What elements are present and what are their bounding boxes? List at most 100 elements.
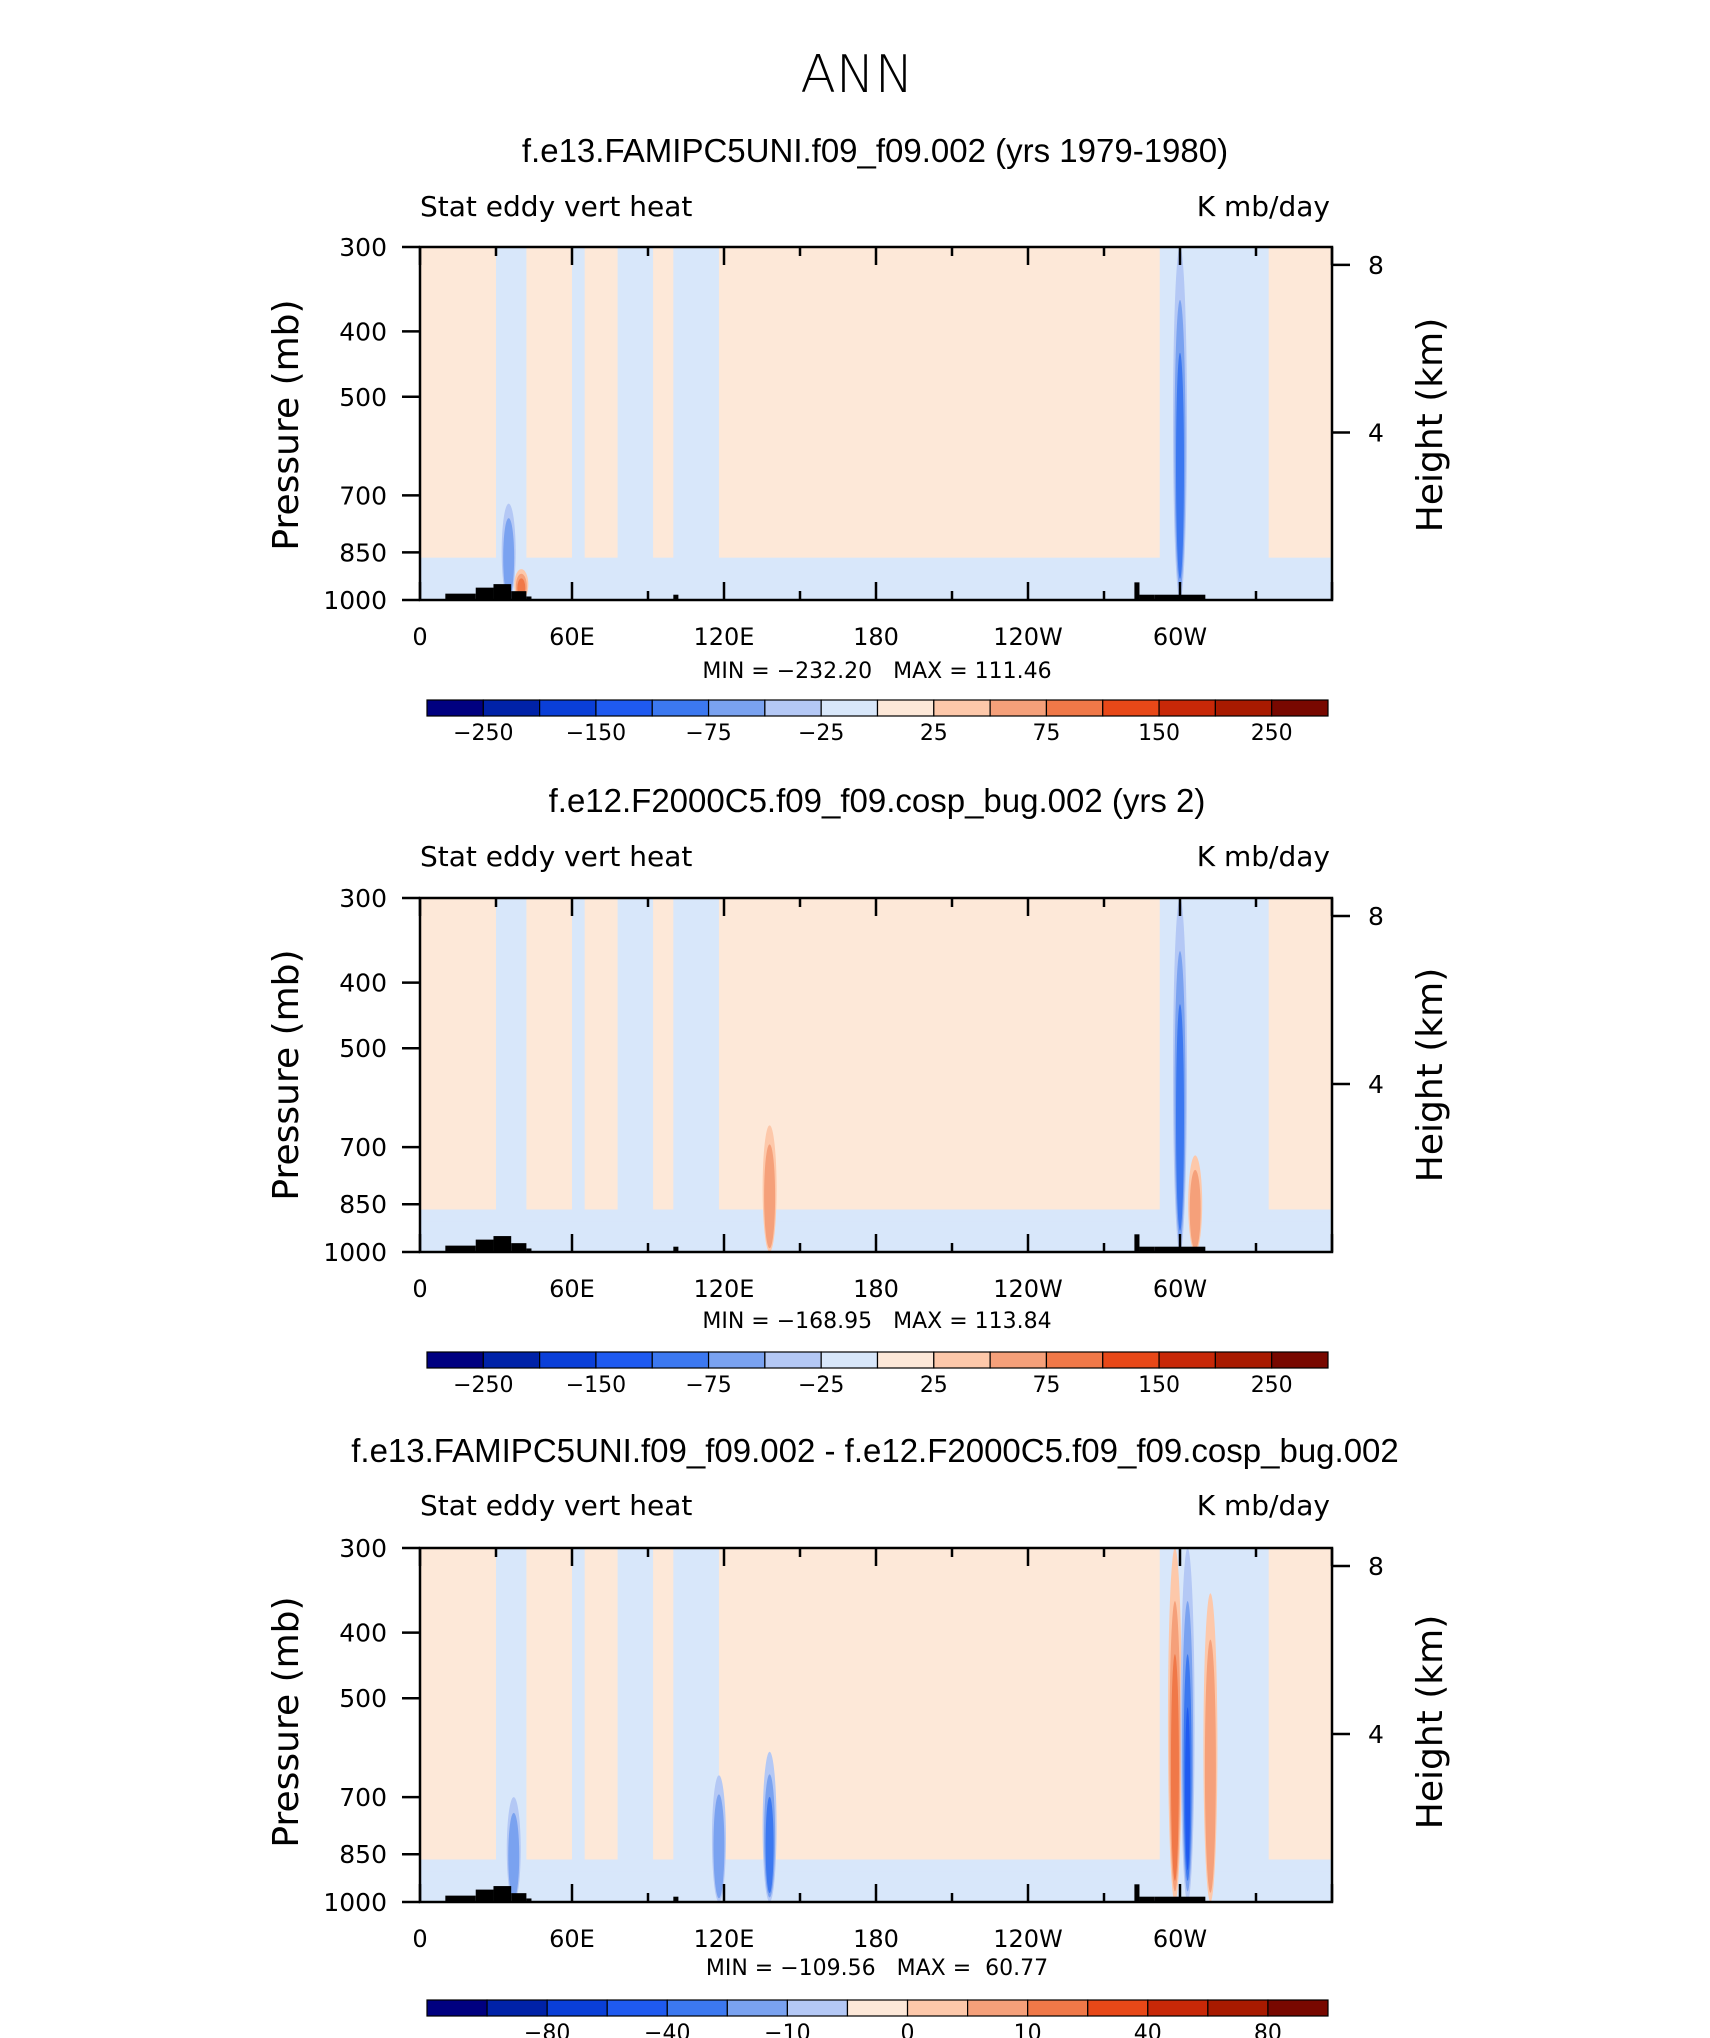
x-tick-label: 180 [853, 1275, 899, 1303]
panel-1-y2-axis-label: Height (km) [1410, 318, 1451, 532]
field-region [718, 1548, 1160, 1860]
topography [1139, 1896, 1155, 1902]
field-region [718, 247, 1160, 558]
panel-3-min-max: MIN = −109.56 MAX = 60.77 [706, 1956, 1048, 1981]
field-feature [1204, 1639, 1216, 1893]
colorbar-box [1102, 699, 1160, 717]
colorbar-box [426, 1351, 484, 1369]
y2-tick-label: 4 [1368, 418, 1384, 447]
colorbar-box [989, 1351, 1048, 1369]
colorbar-label: −150 [566, 1373, 626, 1398]
colorbar-label: −75 [685, 1373, 731, 1398]
field-region [653, 247, 674, 558]
colorbar-label: −250 [453, 1373, 513, 1398]
colorbar-label: 25 [920, 1373, 948, 1398]
topography [1134, 1884, 1140, 1902]
colorbar-box [966, 1999, 1029, 2017]
colorbar-label: −150 [566, 721, 626, 746]
colorbar-label: 40 [1134, 2021, 1162, 2038]
field-feature [1189, 1169, 1201, 1250]
x-tick-label: 60E [549, 623, 595, 651]
topography [445, 593, 476, 600]
panel-3-colorbar: −80 −40 −10 0 10 40 80 [426, 1999, 1329, 2038]
panel-1-y-axis-label: Pressure (mb) [266, 299, 307, 550]
field-feature [765, 1796, 774, 1893]
colorbar-box [989, 699, 1048, 717]
x-tick-label: 120W [993, 1275, 1063, 1303]
y-tick-label: 700 [339, 1783, 387, 1812]
y2-tick-label: 4 [1368, 1720, 1384, 1749]
y-tick-label: 850 [339, 538, 387, 567]
y2-tick-label: 8 [1368, 902, 1384, 931]
field-region [526, 247, 572, 558]
topography [445, 1895, 476, 1902]
y-tick-label: 850 [339, 1840, 387, 1869]
field-region [526, 1548, 572, 1860]
field-feature [1176, 352, 1184, 579]
topography [1139, 594, 1155, 600]
y-tick-label: 700 [339, 1133, 387, 1162]
x-tick-label: 120W [993, 1925, 1063, 1953]
colorbar-box [482, 699, 541, 717]
topography [673, 594, 679, 600]
x-tick-label: 0 [412, 1925, 427, 1953]
field-region [420, 898, 496, 1210]
topography [475, 1239, 494, 1252]
page-title: ANN [800, 45, 913, 105]
y-tick-label: 400 [339, 317, 387, 346]
panel-3-y-axis-label: Pressure (mb) [266, 1596, 307, 1847]
y-tick-label: 500 [339, 383, 387, 412]
panel-2-plot-area [420, 898, 1332, 1252]
colorbar-box [651, 699, 710, 717]
colorbar-box [606, 1999, 668, 2017]
field-region [718, 898, 1160, 1210]
y-tick-label: 500 [339, 1684, 387, 1713]
topography [511, 1893, 527, 1902]
colorbar-box [1027, 1999, 1089, 2017]
panel-1-title: f.e13.FAMIPC5UNI.f09_f09.002 (yrs 1979-1… [522, 132, 1228, 169]
colorbar-box [486, 1999, 548, 2017]
colorbar-box [1267, 1999, 1329, 2017]
topography [445, 1245, 476, 1252]
topography [493, 1236, 512, 1252]
field-region [584, 1548, 618, 1860]
colorbar-box [1147, 1999, 1209, 2017]
x-tick-label: 120E [694, 623, 755, 651]
topography [493, 584, 512, 600]
field-region [1268, 247, 1332, 558]
colorbar-box [539, 1351, 597, 1369]
colorbar-box [482, 1351, 541, 1369]
field-region [1268, 898, 1332, 1210]
colorbar-box [1207, 1999, 1269, 2017]
colorbar-label: 10 [1014, 2021, 1042, 2038]
colorbar-box [820, 699, 879, 717]
panel-2: f.e12.F2000C5.f09_f09.cosp_bug.002 (yrs … [266, 782, 1451, 1398]
field-region [653, 1548, 674, 1860]
panel-2-units-label: K mb/day [1197, 840, 1330, 873]
field-region [584, 247, 618, 558]
panel-1-min-max: MIN = −232.20 MAX = 111.46 [702, 659, 1051, 684]
panel-2-min-max: MIN = −168.95 MAX = 113.84 [702, 1309, 1051, 1334]
topography [526, 1898, 532, 1902]
colorbar-box [1271, 1351, 1329, 1369]
colorbar-label: −250 [453, 721, 513, 746]
topography [526, 596, 532, 600]
y2-tick-label: 4 [1368, 1070, 1384, 1099]
panel-3: f.e13.FAMIPC5UNI.f09_f09.002 - f.e12.F20… [266, 1432, 1451, 2038]
panel-1-units-label: K mb/day [1197, 190, 1330, 223]
panel-2-title: f.e12.F2000C5.f09_f09.cosp_bug.002 (yrs … [549, 782, 1206, 819]
colorbar-box [1271, 699, 1329, 717]
colorbar-box [876, 699, 935, 717]
field-region [420, 247, 496, 558]
colorbar-label: 75 [1032, 721, 1060, 746]
colorbar-box [426, 1999, 488, 2017]
colorbar-box [1214, 1351, 1273, 1369]
panel-1-colorbar: −250 −150 −75 −25 25 75 150 250 [426, 699, 1329, 746]
topography [673, 1246, 679, 1252]
colorbar-box [426, 699, 484, 717]
colorbar-label: 80 [1254, 2021, 1282, 2038]
colorbar-box [1087, 1999, 1149, 2017]
colorbar-box [595, 699, 653, 717]
colorbar-box [846, 1999, 909, 2017]
